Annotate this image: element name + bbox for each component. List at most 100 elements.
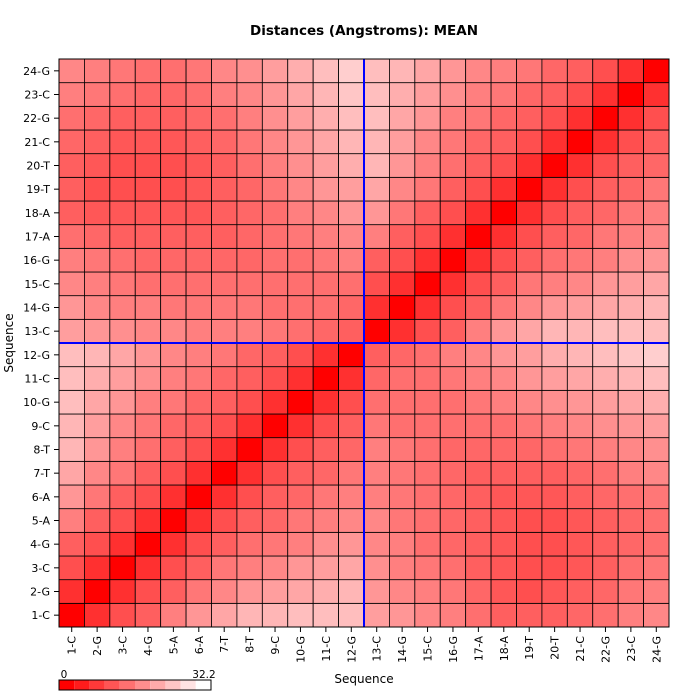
heatmap-cell	[338, 82, 365, 107]
heatmap-cell	[566, 200, 594, 226]
heatmap-cell	[109, 389, 136, 415]
heatmap-cell	[541, 508, 568, 533]
heatmap-cell	[84, 579, 111, 604]
heatmap-cell	[643, 460, 670, 486]
heatmap-cell	[439, 579, 467, 604]
heatmap-cell	[109, 295, 136, 320]
heatmap-cell	[160, 389, 187, 415]
heatmap-cell	[465, 129, 492, 155]
heatmap-cell	[363, 295, 390, 320]
heatmap-cell	[261, 413, 289, 439]
heatmap-cell	[566, 508, 594, 533]
heatmap-cell	[389, 271, 416, 297]
heatmap-cell	[389, 389, 416, 415]
heatmap-cell	[363, 579, 390, 604]
heatmap-cell	[58, 176, 85, 202]
heatmap-cell	[338, 271, 365, 297]
heatmap-cell	[185, 58, 212, 84]
heatmap-cell	[312, 176, 339, 202]
heatmap-cell	[516, 602, 543, 628]
heatmap-cell	[211, 318, 238, 344]
heatmap-cell	[338, 153, 365, 178]
heatmap-cell	[185, 460, 212, 486]
heatmap-cell	[363, 200, 390, 226]
heatmap-cell	[261, 508, 289, 533]
heatmap-cell	[439, 176, 467, 202]
heatmap-cell	[261, 484, 289, 510]
heatmap-cell	[211, 153, 238, 178]
heatmap-cell	[566, 58, 594, 84]
heatmap-cell	[439, 247, 467, 273]
heatmap-cell	[566, 484, 594, 510]
heatmap-cell	[389, 247, 416, 273]
x-tick-label: 4-G	[142, 636, 155, 656]
heatmap-cell	[312, 508, 339, 533]
heatmap-cell	[109, 105, 136, 131]
heatmap-cell	[236, 105, 263, 131]
heatmap-cell	[236, 602, 263, 628]
x-tick-label: 22-G	[599, 636, 612, 663]
heatmap-cell	[643, 508, 670, 533]
heatmap-cell	[516, 389, 543, 415]
heatmap-cell	[287, 153, 314, 178]
heatmap-cell	[490, 413, 517, 439]
heatmap-cell	[134, 579, 162, 604]
heatmap-cell	[566, 437, 594, 462]
heatmap-cell	[109, 366, 136, 391]
heatmap-cell	[261, 224, 289, 249]
heatmap-cell	[109, 247, 136, 273]
heatmap-cell	[592, 342, 619, 368]
heatmap-cell	[312, 318, 339, 344]
heatmap-cell	[389, 82, 416, 107]
heatmap-cell	[58, 105, 85, 131]
heatmap-cell	[389, 531, 416, 557]
heatmap-cell	[414, 484, 441, 510]
y-tick-label: 23-C	[24, 89, 50, 102]
heatmap-cell	[160, 342, 187, 368]
heatmap-cell	[287, 318, 314, 344]
heatmap-cell	[236, 413, 263, 439]
heatmap-cell	[643, 82, 670, 107]
heatmap-cell	[465, 579, 492, 604]
heatmap-cell	[160, 129, 187, 155]
heatmap-cell	[58, 295, 85, 320]
heatmap-cell	[389, 105, 416, 131]
heatmap-cell	[109, 271, 136, 297]
heatmap-cell	[312, 271, 339, 297]
heatmap-cell	[389, 460, 416, 486]
heatmap-cell	[84, 200, 111, 226]
y-tick-label: 14-G	[23, 302, 50, 315]
heatmap-cell	[84, 437, 111, 462]
y-tick-label: 22-G	[23, 112, 50, 125]
heatmap-cell	[592, 389, 619, 415]
heatmap-cell	[211, 389, 238, 415]
heatmap-cell	[541, 224, 568, 249]
heatmap-cell	[211, 602, 238, 628]
heatmap-cell	[58, 484, 85, 510]
heatmap-cell	[363, 247, 390, 273]
heatmap-cell	[465, 460, 492, 486]
heatmap-cell	[109, 413, 136, 439]
heatmap-cell	[592, 200, 619, 226]
y-tick-label: 3-C	[31, 562, 50, 575]
y-tick-label: 5-A	[32, 515, 51, 528]
heatmap-cell	[363, 342, 390, 368]
heatmap-cell	[592, 295, 619, 320]
heatmap-cell	[566, 105, 594, 131]
heatmap-cell	[211, 176, 238, 202]
heatmap-cell	[236, 82, 263, 107]
heatmap-cell	[516, 153, 543, 178]
heatmap-cell	[389, 413, 416, 439]
heatmap-cell	[490, 82, 517, 107]
heatmap-cell	[566, 318, 594, 344]
heatmap-cell	[389, 318, 416, 344]
heatmap-cell	[439, 105, 467, 131]
heatmap-cell	[566, 366, 594, 391]
heatmap-cell	[439, 508, 467, 533]
heatmap-cell	[287, 437, 314, 462]
heatmap-cell	[211, 555, 238, 581]
heatmap-cell	[287, 413, 314, 439]
heatmap-cell	[439, 602, 467, 628]
heatmap-cell	[84, 82, 111, 107]
heatmap-cell	[134, 82, 162, 107]
